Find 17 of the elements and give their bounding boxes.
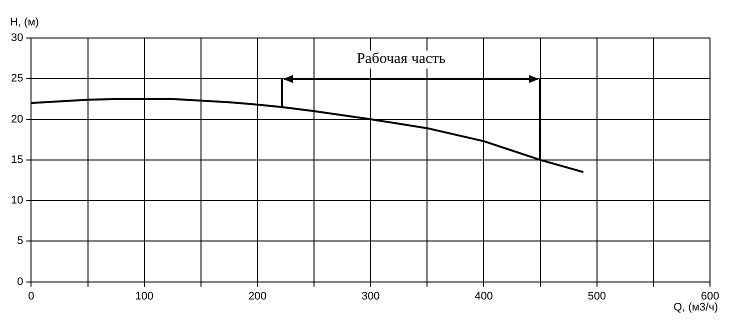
y-tick-label: 0 bbox=[17, 276, 24, 288]
y-tick-label: 10 bbox=[10, 194, 24, 207]
x-tick-label: 200 bbox=[248, 290, 267, 302]
y-axis-title: H, (м) bbox=[10, 16, 39, 29]
y-tick-label: 25 bbox=[10, 72, 24, 85]
x-tick-label: 100 bbox=[135, 290, 154, 302]
y-tick-label: 30 bbox=[10, 32, 24, 44]
annotation: Рабочая часть bbox=[356, 51, 446, 68]
x-tick-label: 600 bbox=[700, 290, 720, 302]
x-tick-label: 400 bbox=[474, 290, 493, 302]
y-tick-label: 15 bbox=[10, 154, 24, 166]
y-tick-label: 20 bbox=[10, 113, 24, 126]
y-tick-label: 5 bbox=[17, 235, 24, 248]
x-tick-label: 300 bbox=[361, 290, 380, 302]
x-axis-title: Q, (м3/ч) bbox=[674, 301, 718, 314]
x-tick-label: 500 bbox=[588, 290, 606, 302]
x-tick-label: 0 bbox=[28, 290, 34, 302]
